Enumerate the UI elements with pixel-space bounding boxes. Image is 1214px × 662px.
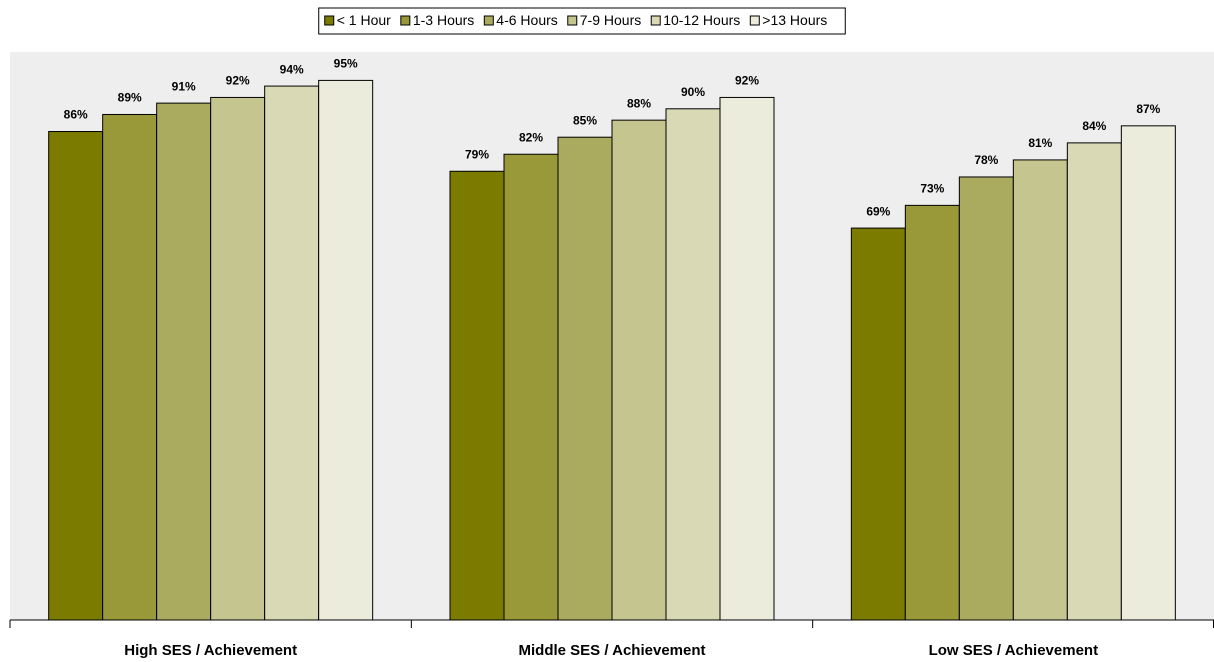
- bar: [1066, 142, 1122, 621]
- data-label: 92%: [735, 74, 759, 88]
- data-label: 81%: [1028, 136, 1052, 150]
- bar: [958, 176, 1014, 621]
- bar: [611, 119, 667, 621]
- data-label: 92%: [226, 74, 250, 88]
- bar: [102, 113, 158, 621]
- bar: [318, 79, 374, 621]
- bar: [449, 170, 505, 621]
- bar: [1120, 125, 1176, 621]
- legend-label: 4-6 Hours: [496, 12, 557, 28]
- data-label: 73%: [920, 182, 944, 196]
- data-label: 84%: [1082, 119, 1106, 133]
- data-label: 86%: [64, 108, 88, 122]
- bar: [1012, 159, 1068, 621]
- data-label: 69%: [866, 204, 890, 218]
- bar: [904, 204, 960, 621]
- legend-label: 1-3 Hours: [413, 12, 474, 28]
- bar: [665, 108, 721, 621]
- bar: [850, 227, 906, 621]
- x-tick-label: High SES / Achievement: [124, 642, 297, 659]
- bar: [48, 131, 104, 621]
- data-label: 82%: [519, 130, 543, 144]
- data-label: 88%: [627, 96, 651, 110]
- bar: [557, 136, 613, 621]
- data-label: 90%: [681, 85, 705, 99]
- bar: [503, 153, 559, 621]
- legend-label: 10-12 Hours: [663, 12, 740, 28]
- legend-label: >13 Hours: [762, 12, 827, 28]
- legend-swatch: [324, 15, 335, 26]
- data-label: 95%: [334, 57, 358, 71]
- data-label: 87%: [1136, 102, 1160, 116]
- x-tick-label: Middle SES / Achievement: [519, 642, 706, 659]
- bar: [156, 102, 212, 621]
- data-label: 94%: [280, 62, 304, 76]
- bar: [264, 85, 320, 621]
- legend-swatch: [650, 15, 661, 26]
- legend-label: < 1 Hour: [337, 12, 391, 28]
- bar: [210, 96, 266, 621]
- legend-swatch: [749, 15, 760, 26]
- x-tick-label: Low SES / Achievement: [929, 642, 1099, 659]
- data-label: 91%: [172, 79, 196, 93]
- legend-swatch: [483, 15, 494, 26]
- data-label: 78%: [974, 153, 998, 167]
- legend-swatch: [567, 15, 578, 26]
- data-label: 85%: [573, 113, 597, 127]
- bar: [719, 96, 775, 621]
- data-label: 79%: [465, 147, 489, 161]
- data-label: 89%: [118, 91, 142, 105]
- legend-swatch: [400, 15, 411, 26]
- legend-label: 7-9 Hours: [580, 12, 641, 28]
